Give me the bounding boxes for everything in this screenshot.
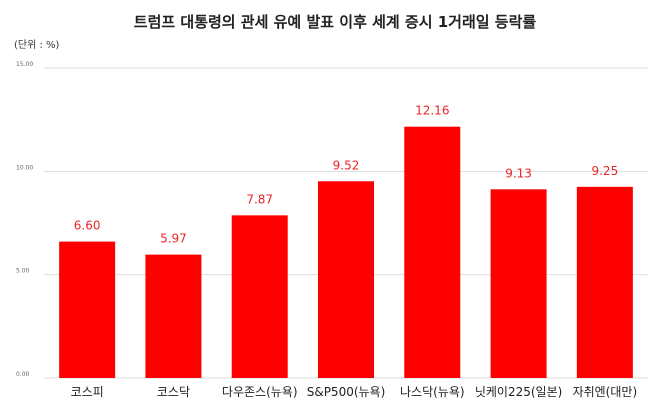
data-label: 12.16 [415,104,449,118]
x-tick-label: 닛케이225(일본) [475,385,562,399]
data-label: 7.87 [246,192,273,206]
data-label: 5.97 [160,232,187,246]
x-tick-label: S&P500(뉴욕) [307,385,386,399]
data-label: 9.52 [333,158,360,172]
bar [145,254,202,378]
data-label: 6.60 [74,219,101,233]
bar [404,126,461,379]
data-label: 9.13 [505,166,532,180]
y-tick-label: 15.00 [16,61,33,68]
bar [59,241,116,378]
y-axis-ticks: 0.00 5.00 10.00 15.00 [16,61,33,378]
bar [231,215,288,378]
data-label: 9.25 [591,164,618,178]
data-labels: 6.60 5.97 7.87 9.52 12.16 9.13 9.25 [74,104,618,246]
x-axis-ticks: 코스피 코스닥 다우존스(뉴욕) S&P500(뉴욕) 나스닥(뉴욕) 닛케이225(일본… [71,385,638,399]
x-tick-label: 코스피 [71,385,104,399]
x-tick-label: 다우존스(뉴욕) [222,385,298,399]
bar [576,186,633,378]
bar [318,181,374,378]
y-tick-label: 10.00 [16,164,33,171]
y-tick-label: 5.00 [16,268,30,275]
x-tick-label: 자취엔(대만) [573,385,638,399]
x-tick-label: 나스닥(뉴욕) [400,385,465,399]
y-tick-label: 0.00 [16,371,30,378]
bar [490,189,547,378]
chart-title: 트럼프 대통령의 관세 유예 발표 이후 세계 증시 1거래일 등락률 [134,13,537,31]
unit-label: (단위 : %) [14,38,60,51]
x-tick-label: 코스닥 [157,385,190,399]
bars [59,126,633,379]
